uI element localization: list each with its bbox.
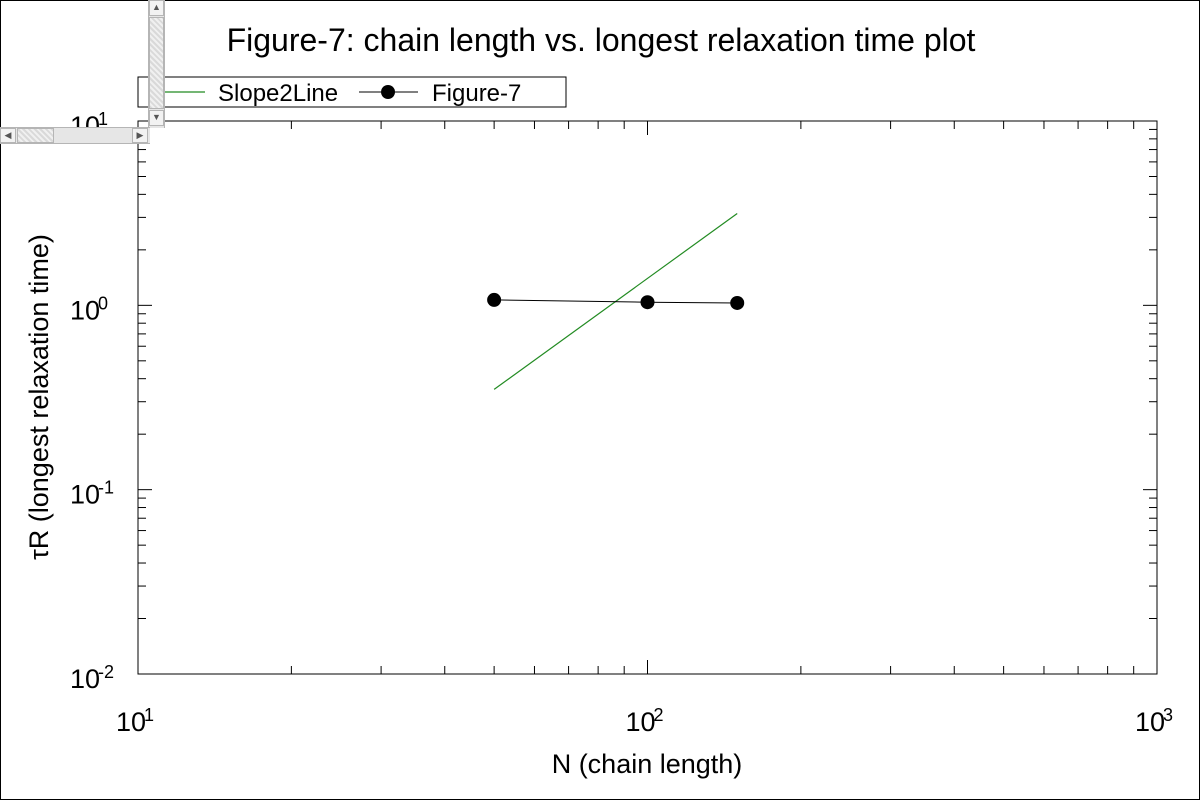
legend-label-slope2line: Slope2Line: [218, 80, 338, 107]
horizontal-scroll-thumb[interactable]: [17, 128, 54, 143]
y-tick-label-exp: -2: [98, 662, 114, 682]
y-tick-label: 10: [70, 295, 100, 325]
y-tick-label-exp: -1: [98, 478, 114, 498]
chart-title: Figure-7: chain length vs. longest relax…: [227, 22, 976, 58]
legend-swatch-figure7-marker: [381, 85, 395, 99]
x-axis-label: N (chain length): [552, 749, 743, 779]
series-layer: [487, 212, 745, 390]
plot-area: [137, 120, 1158, 675]
data-point-figure-7: [487, 292, 502, 307]
y-tick-label: 10: [70, 480, 100, 510]
y-axis-label: τR (longest relaxation time): [24, 234, 54, 560]
y-tick-label-exp: 1: [98, 109, 108, 129]
y-tick-label-exp: 0: [98, 293, 108, 313]
vertical-scroll-thumb[interactable]: [149, 17, 164, 109]
scroll-right-button[interactable]: ▶: [132, 128, 148, 143]
x-tick-label-exp: 1: [144, 705, 154, 725]
vertical-scrollbar[interactable]: ▲ ▼: [148, 0, 165, 128]
scroll-down-button[interactable]: ▼: [149, 110, 164, 126]
scroll-left-button[interactable]: ◀: [0, 128, 16, 143]
x-axis-tick-labels: 101 102 103: [116, 705, 1173, 737]
x-tick-label-exp: 3: [1163, 705, 1173, 725]
series-line-figure-7: [494, 299, 738, 304]
x-tick-label: 10: [1135, 707, 1165, 737]
legend-label-figure7: Figure-7: [432, 80, 521, 107]
horizontal-scrollbar[interactable]: ◀ ▶: [0, 127, 150, 144]
data-point-figure-7: [640, 295, 655, 310]
legend: Slope2Line Figure-7: [137, 76, 567, 108]
data-point-figure-7: [730, 295, 745, 310]
legend-box: [137, 76, 567, 108]
x-axis-ticks: [137, 121, 1158, 674]
y-tick-label: 10: [70, 664, 100, 694]
x-tick-label-exp: 2: [654, 705, 664, 725]
x-tick-label: 10: [625, 707, 655, 737]
scroll-up-button[interactable]: ▲: [149, 0, 164, 16]
y-axis-ticks: [138, 120, 1157, 675]
x-tick-label: 10: [116, 707, 146, 737]
